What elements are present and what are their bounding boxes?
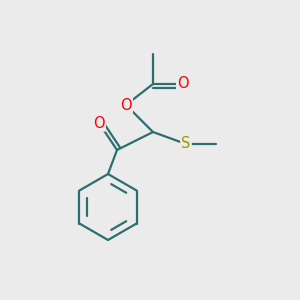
Text: O: O	[177, 76, 189, 92]
Text: O: O	[93, 116, 105, 130]
Text: S: S	[181, 136, 191, 152]
Text: O: O	[120, 98, 132, 112]
